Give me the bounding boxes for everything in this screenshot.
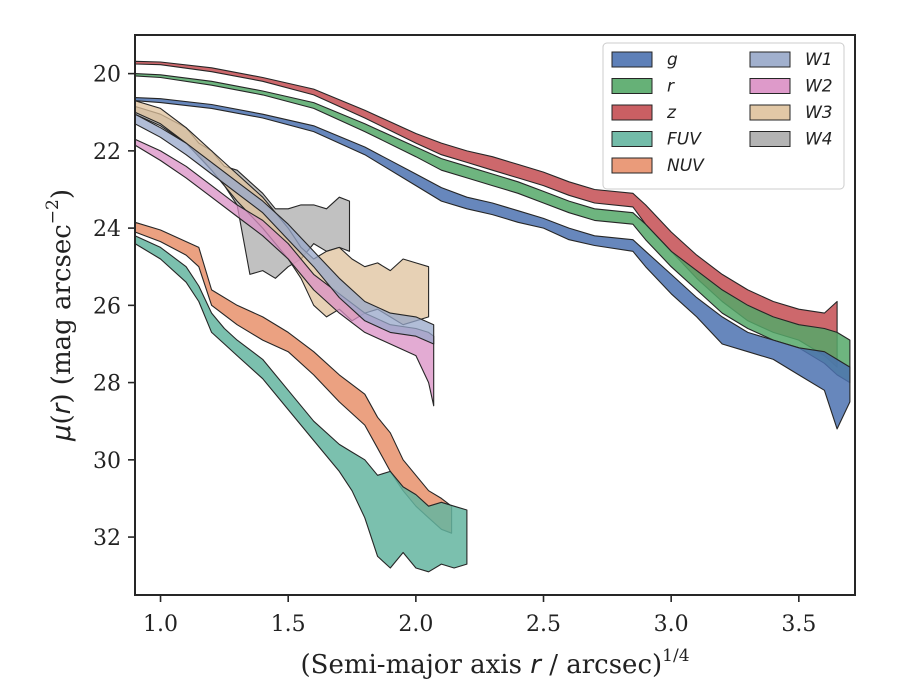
x-tick-label: 3.0 <box>654 612 689 637</box>
x-axis-label: (Semi-major axis r / arcsec)1/4 <box>300 646 689 680</box>
x-tick-label: 1.0 <box>143 612 178 637</box>
legend-swatch-W1 <box>749 51 791 68</box>
legend-label-r: r <box>667 77 675 97</box>
y-tick-label: 30 <box>93 449 121 474</box>
legend-swatch-r <box>611 78 653 94</box>
series-layer <box>134 60 851 573</box>
plot-frame <box>134 34 856 596</box>
y-tick-label: 28 <box>93 372 121 397</box>
legend-swatch-z <box>611 104 653 121</box>
x-ticks: 1.0 1.5 2.0 2.5 3.0 3.5 <box>143 595 816 637</box>
legend-label-W1: W1 <box>805 50 833 70</box>
legend-swatch-FUV <box>611 131 653 147</box>
band-FUV <box>134 235 468 573</box>
legend-label-z: z <box>666 103 677 123</box>
y-tick-label: 32 <box>93 526 121 551</box>
y-ticks: 20 22 24 26 28 30 32 <box>93 63 135 551</box>
y-axis-label: μ(r) (mag arcsec−2) <box>43 189 77 442</box>
legend-label-FUV: FUV <box>667 130 702 150</box>
x-tick-label: 1.5 <box>271 612 306 637</box>
legend-label-W3: W3 <box>805 103 833 123</box>
y-tick-label: 26 <box>93 294 121 319</box>
legend-swatch-W4 <box>749 131 791 147</box>
legend-label-W2: W2 <box>805 77 833 97</box>
legend-swatch-W2 <box>749 78 791 94</box>
x-tick-label: 3.5 <box>781 612 816 637</box>
y-tick-label: 24 <box>93 217 121 242</box>
y-tick-label: 20 <box>93 63 121 88</box>
band-g <box>134 97 851 430</box>
legend-swatch-g <box>611 51 653 68</box>
legend: grz FUV NUV W1 W2 W3 W4 <box>602 42 845 190</box>
x-tick-label: 2.0 <box>398 612 433 637</box>
legend-label-g: g <box>667 50 678 70</box>
legend-swatch-NUV <box>611 157 653 174</box>
band-W2 <box>134 138 435 407</box>
band-W1 <box>134 113 435 345</box>
legend-label-NUV: NUV <box>667 156 705 176</box>
legend-label-W4: W4 <box>805 130 833 150</box>
x-tick-label: 2.5 <box>526 612 561 637</box>
legend-swatch-W3 <box>749 104 791 121</box>
y-tick-label: 22 <box>93 140 121 165</box>
